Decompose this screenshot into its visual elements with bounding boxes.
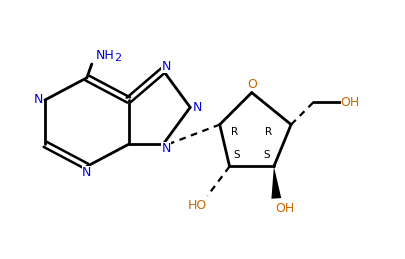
Text: S: S: [234, 150, 240, 160]
Text: HO: HO: [188, 199, 207, 212]
Text: N: N: [34, 93, 43, 106]
Text: N: N: [192, 101, 202, 114]
Text: N: N: [161, 60, 171, 73]
Text: R: R: [265, 127, 273, 137]
Text: OH: OH: [275, 202, 294, 215]
Text: N: N: [82, 166, 92, 179]
Text: NH: NH: [96, 49, 115, 62]
Text: 2: 2: [114, 53, 121, 63]
Text: R: R: [231, 127, 238, 137]
Text: OH: OH: [341, 96, 360, 109]
Text: N: N: [161, 142, 171, 155]
Polygon shape: [271, 167, 281, 199]
Text: O: O: [247, 78, 257, 91]
Text: S: S: [263, 150, 270, 160]
